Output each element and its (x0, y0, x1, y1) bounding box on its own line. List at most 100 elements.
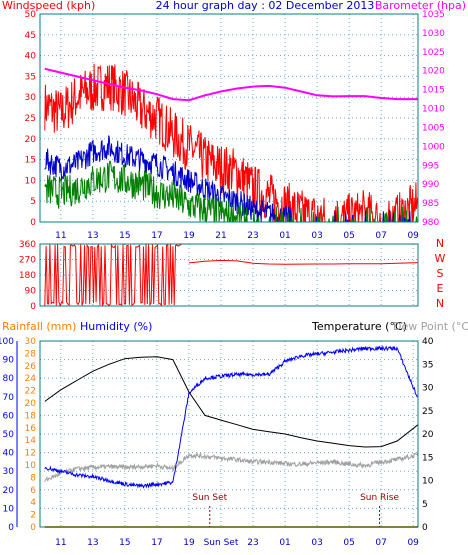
time-tick-label: 09 (407, 231, 419, 241)
plot-frame (39, 13, 419, 223)
time-tick-label: 19 (183, 231, 195, 241)
wind-tick-label: 5 (30, 197, 36, 207)
humidity-tick-label: 40 (3, 449, 15, 459)
time-tick-label: 03 (311, 538, 322, 548)
wind-barometer-panel: 0510152025303540455098098599099510001005… (25, 10, 446, 241)
direction-tick-label: 270 (19, 256, 36, 266)
wind-tick-label: 35 (25, 72, 36, 82)
time-tick-label: 05 (343, 231, 354, 241)
humidity-tick-label: 100 (0, 337, 14, 347)
time-tick-label: 09 (407, 538, 419, 548)
time-tick-label: 15 (119, 538, 130, 548)
barometer-axis-title: Barometer (hpa) (375, 0, 466, 12)
time-tick-label: 03 (311, 231, 322, 241)
time-tick-label: 11 (55, 231, 66, 241)
wind-tick-label: 45 (25, 31, 36, 41)
time-tick-label: 01 (279, 538, 290, 548)
graph-title: 24 hour graph day : 02 December 2013 (156, 0, 375, 12)
barometer-tick-label: 990 (422, 180, 439, 190)
temperature-tick-label: 40 (422, 337, 434, 347)
barometer-tick-label: 985 (422, 199, 439, 209)
barometer-tick-label: 1005 (422, 123, 445, 133)
rainfall-tick-label: 14 (25, 436, 37, 446)
time-tick-label: 13 (87, 231, 98, 241)
time-tick-label: 21 (215, 231, 226, 241)
direction-series (188, 259, 419, 265)
time-tick-label: 23 (247, 538, 258, 548)
wind-tick-label: 15 (25, 156, 36, 166)
temperature-tick-label: 30 (422, 384, 434, 394)
temperature-tick-label: 15 (422, 453, 433, 463)
barometer-tick-label: 1025 (422, 48, 445, 58)
humidity-tick-label: 70 (3, 393, 15, 403)
time-tick-label: 13 (87, 538, 98, 548)
wind-tick-label: 40 (25, 52, 37, 62)
wind-tick-label: 25 (25, 114, 36, 124)
compass-label: S (437, 267, 444, 280)
direction-tick-label: 90 (25, 287, 37, 297)
direction-tick-label: 360 (19, 240, 36, 250)
humidity-tick-label: 10 (3, 504, 15, 514)
plot-frame (39, 243, 419, 307)
temperature-tick-label: 10 (422, 477, 434, 487)
temperature-tick-label: 5 (422, 500, 428, 510)
temperature-tick-label: 0 (422, 523, 428, 533)
time-tick-label: 15 (119, 231, 130, 241)
time-tick-label: 23 (247, 231, 258, 241)
direction-tick-label: 0 (30, 302, 36, 312)
humidity-legend: Humidity (%) (80, 320, 152, 333)
compass-label: N (436, 237, 444, 250)
windspeed-axis-title: Windspeed (kph) (2, 0, 95, 12)
barometer-tick-label: 995 (422, 161, 439, 171)
temperature-legend: Temperature (°C) (311, 320, 407, 333)
barometer-tick-label: 1010 (422, 105, 445, 115)
temp-humidity-panel: 0102030405060708090100024681012141618202… (0, 337, 434, 548)
time-tick-label: 11 (55, 538, 66, 548)
compass-label: N (436, 297, 444, 310)
barometer-tick-label: 980 (422, 218, 439, 228)
humidity-series (44, 344, 418, 489)
humidity-tick-label: 30 (3, 467, 15, 477)
temperature-tick-label: 25 (422, 407, 433, 417)
humidity-tick-label: 90 (3, 356, 15, 366)
compass-label: W (435, 252, 446, 265)
rainfall-tick-label: 20 (25, 399, 37, 409)
rainfall-tick-label: 16 (25, 424, 37, 434)
wind-min-series (44, 160, 418, 223)
humidity-tick-label: 20 (3, 486, 15, 496)
time-tick-label: 17 (151, 538, 162, 548)
rainfall-tick-label: 8 (30, 473, 36, 483)
rainfall-tick-label: 0 (30, 523, 36, 533)
time-tick-label: 07 (375, 231, 386, 241)
rainfall-tick-label: 24 (25, 374, 37, 384)
rainfall-tick-label: 22 (25, 387, 36, 397)
wind-tick-label: 30 (25, 93, 37, 103)
barometer-tick-label: 1000 (422, 142, 445, 152)
plot-frame (39, 340, 419, 528)
rainfall-tick-label: 10 (25, 461, 37, 471)
time-tick-label: 01 (279, 231, 290, 241)
rainfall-tick-label: 12 (25, 449, 36, 459)
direction-tick-label: 180 (19, 271, 36, 281)
wind-tick-label: 10 (25, 176, 37, 186)
rainfall-tick-label: 4 (30, 498, 36, 508)
barometer-tick-label: 1020 (422, 67, 445, 77)
rainfall-tick-label: 2 (30, 511, 36, 521)
dewpoint-series (44, 452, 419, 482)
rainfall-tick-label: 26 (25, 362, 37, 372)
humidity-tick-label: 80 (3, 374, 15, 384)
gust-series (44, 63, 419, 224)
time-tick-label: 07 (375, 538, 386, 548)
time-tick-label: 05 (343, 538, 354, 548)
temperature-tick-label: 35 (422, 360, 433, 370)
humidity-tick-label: 50 (3, 430, 15, 440)
sunset-label: Sun Set (192, 493, 227, 503)
barometer-tick-label: 1035 (422, 10, 445, 20)
temperature-tick-label: 20 (422, 430, 434, 440)
rainfall-tick-label: 30 (25, 337, 37, 347)
barometer-tick-label: 1030 (422, 29, 445, 39)
wind-tick-label: 50 (25, 10, 37, 20)
time-tick-label: Sun Set (204, 538, 239, 548)
